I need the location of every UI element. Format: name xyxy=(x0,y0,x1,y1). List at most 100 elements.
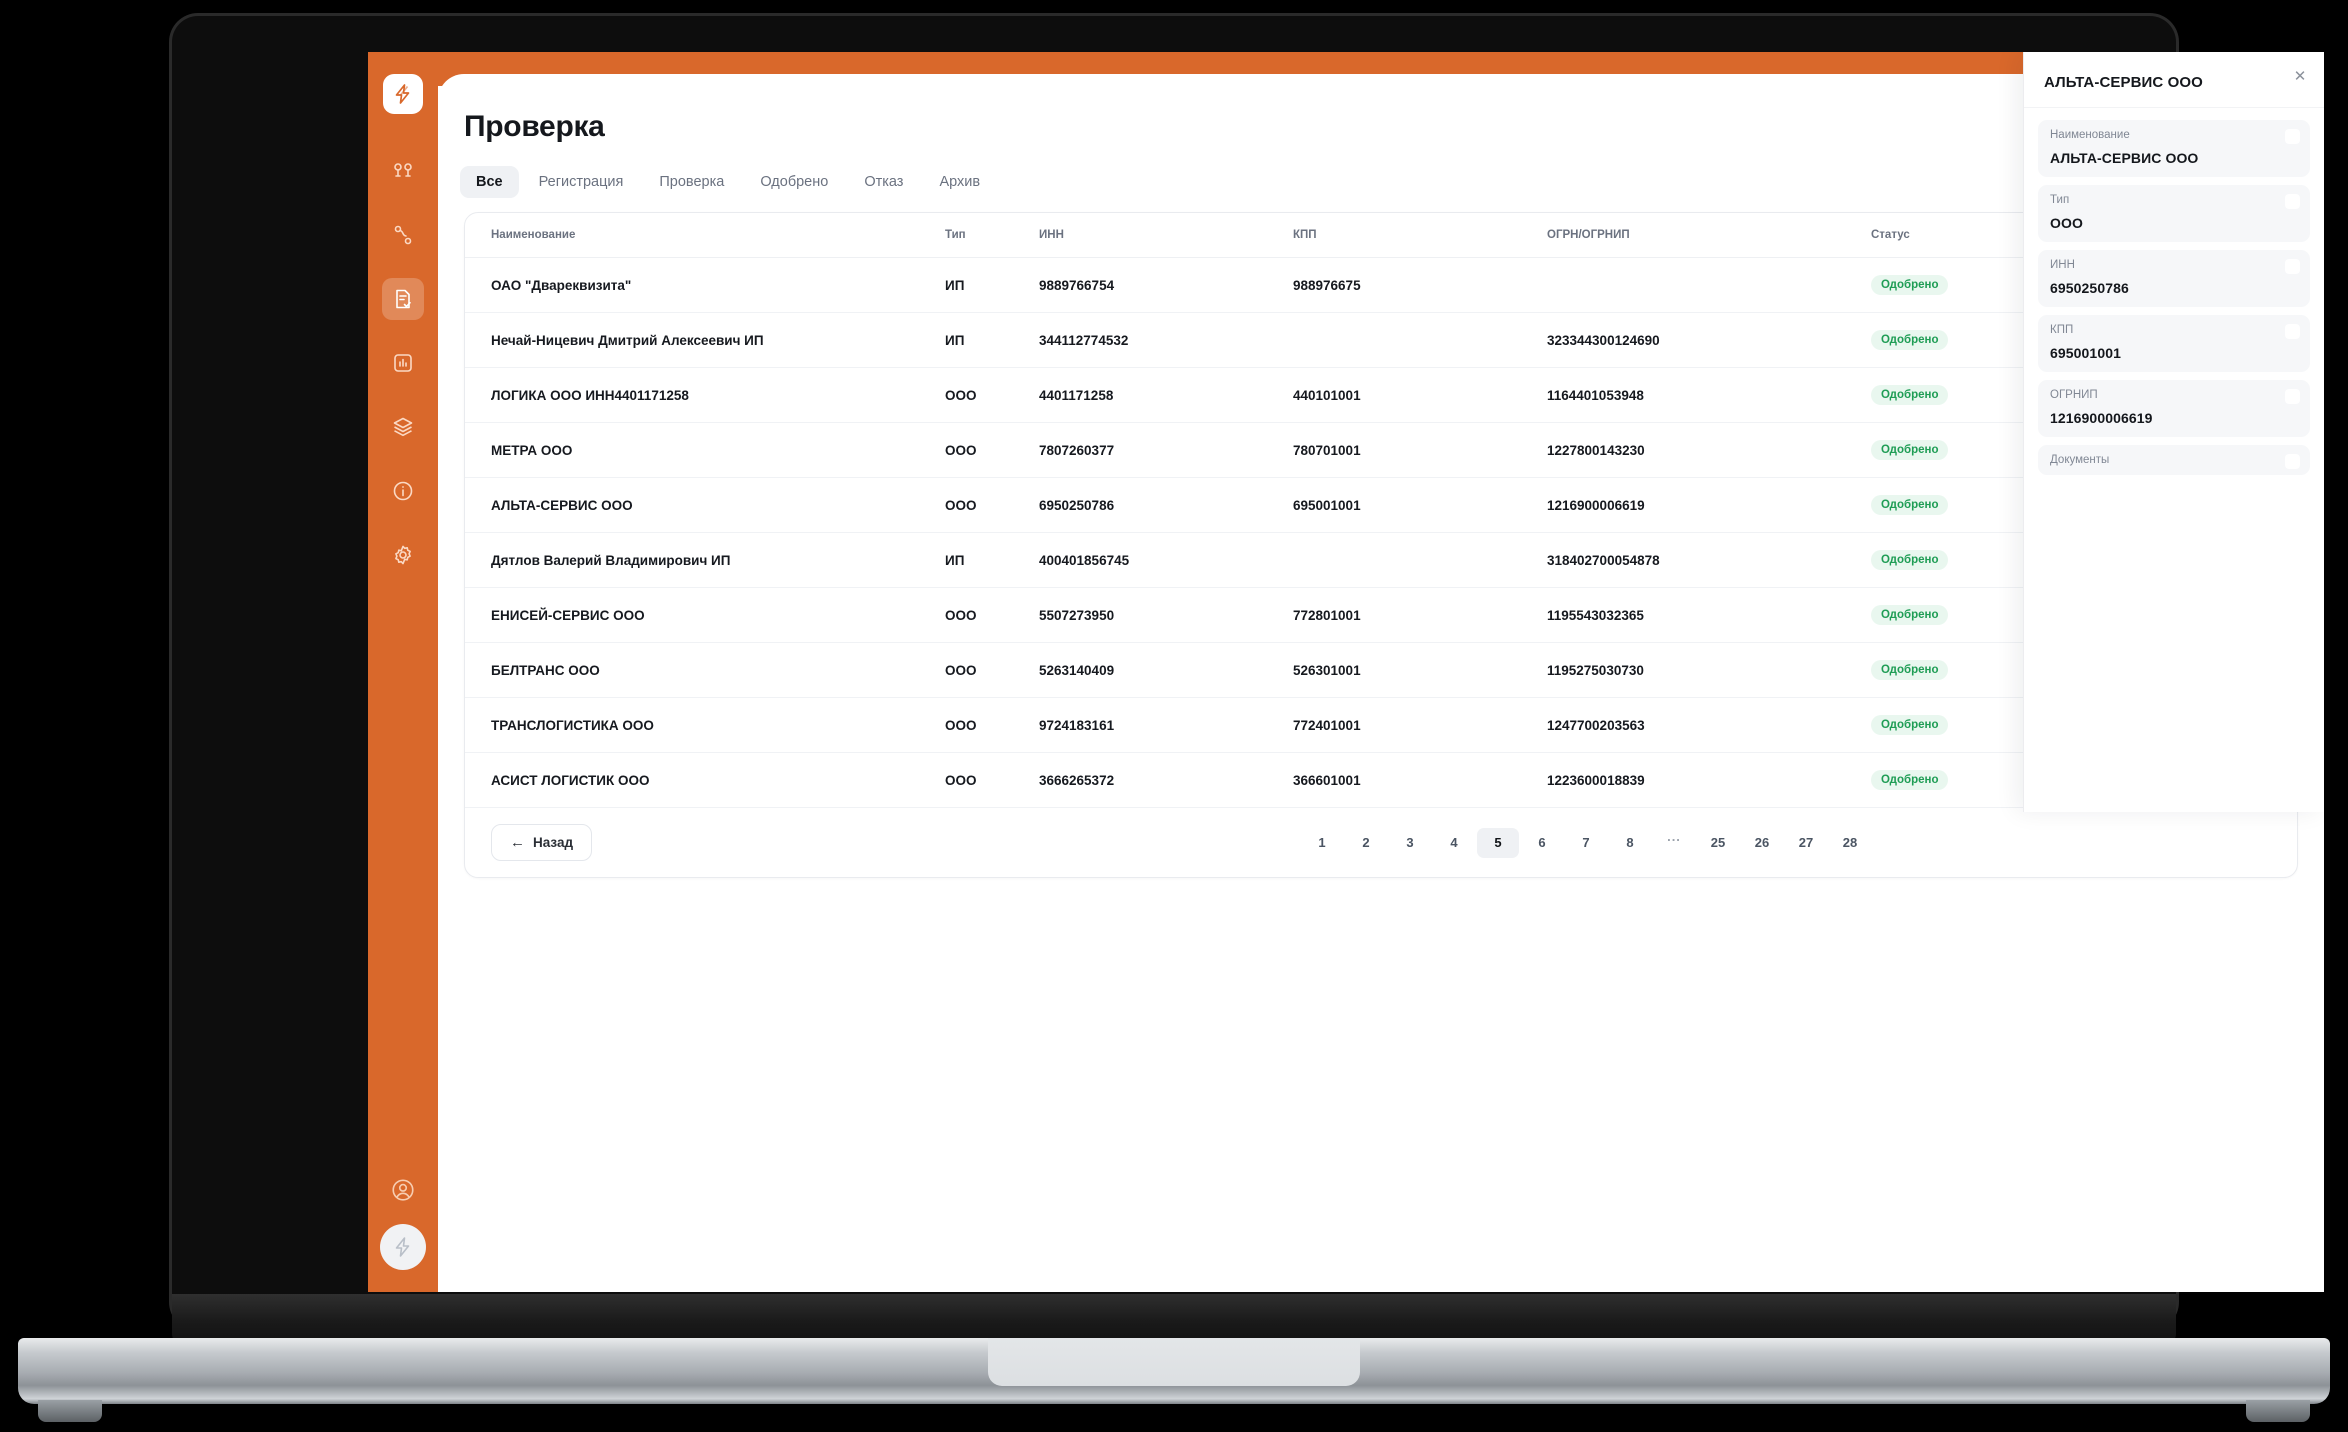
cell-type: ИП xyxy=(933,257,1027,313)
cell-ogrn: 1164401053948 xyxy=(1535,367,1859,423)
tab-rejected[interactable]: Отказ xyxy=(864,174,904,190)
sidebar-bottom xyxy=(380,1170,426,1270)
footer-logo-badge[interactable] xyxy=(380,1224,426,1270)
copy-icon[interactable] xyxy=(2285,454,2300,469)
detail-panel-body: Наименование АЛЬТА-СЕРВИС ООО Тип ООО ИНН 695… xyxy=(2024,108,2324,487)
filter-tabs: Все Регистрация Проверка Одобрено Отказ … xyxy=(460,166,2324,198)
detail-panel-title: АЛЬТА-СЕРВИС ООО xyxy=(2044,74,2203,91)
table-row[interactable]: Нечай-Ницевич Дмитрий Алексеевич ИП ИП 344… xyxy=(465,312,2297,368)
cell-inn: 5263140409 xyxy=(1027,642,1281,698)
cell-kpp: 772801001 xyxy=(1281,587,1535,643)
page-number-1[interactable]: 1 xyxy=(1318,835,1326,850)
column-header-status[interactable]: Статус xyxy=(1859,213,2013,258)
detail-field-label: ИНН xyxy=(2050,259,2075,271)
back-button-label: Назад xyxy=(533,835,574,850)
cell-name: АСИСТ ЛОГИСТИК ООО xyxy=(465,752,933,808)
page-number-4[interactable]: 4 xyxy=(1450,835,1458,850)
user-avatar-icon[interactable] xyxy=(383,1170,423,1210)
tab-approved[interactable]: Одобрено xyxy=(760,174,829,190)
sidebar-item-info[interactable] xyxy=(382,470,424,512)
page-number-3[interactable]: 3 xyxy=(1406,835,1414,850)
sidebar-item-route[interactable] xyxy=(382,214,424,256)
cell-status: Одобрено xyxy=(1859,312,2013,368)
page-number-27[interactable]: 27 xyxy=(1798,835,1814,850)
application-window: Проверка Все Регистрация Проверка Одобре… xyxy=(368,52,2324,1292)
cell-type: ООО xyxy=(933,587,1027,643)
detail-field: Тип ООО xyxy=(2038,185,2310,242)
column-header-ogrn[interactable]: ОГРН/ОГРНИП xyxy=(1535,213,1859,258)
cell-type: ООО xyxy=(933,697,1027,753)
cell-ogrn: 318402700054878 xyxy=(1535,532,1859,588)
cell-inn: 9724183161 xyxy=(1027,697,1281,753)
sidebar-item-layers[interactable] xyxy=(382,406,424,448)
page-number-28[interactable]: 28 xyxy=(1842,835,1858,850)
tab-verification[interactable]: Проверка xyxy=(659,174,725,190)
page-number-26[interactable]: 26 xyxy=(1754,835,1770,850)
laptop-screen: Проверка Все Регистрация Проверка Одобре… xyxy=(368,52,2324,1292)
copy-icon[interactable] xyxy=(2285,259,2300,274)
laptop-lid: Проверка Все Регистрация Проверка Одобре… xyxy=(172,16,2324,1328)
column-header-name[interactable]: Наименование xyxy=(465,213,933,258)
copy-icon[interactable] xyxy=(2285,194,2300,209)
detail-field-label: Наименование xyxy=(2050,129,2130,141)
cell-ogrn: 323344300124690 xyxy=(1535,312,1859,368)
page-number-2[interactable]: 2 xyxy=(1362,835,1370,850)
cell-status: Одобрено xyxy=(1859,367,2013,423)
cell-name: БЕЛТРАНС ООО xyxy=(465,642,933,698)
cell-status: Одобрено xyxy=(1859,532,2013,588)
sidebar-item-reports[interactable] xyxy=(382,342,424,384)
cell-kpp: 366601001 xyxy=(1281,752,1535,808)
cell-name: ЛОГИКА ООО ИНН4401171258 xyxy=(465,367,933,423)
cell-name: ЕНИСЕЙ-СЕРВИС ООО xyxy=(465,587,933,643)
status-badge: Одобрено xyxy=(1871,605,1949,625)
page-number-5[interactable]: 5 xyxy=(1477,827,1519,858)
back-button[interactable]: ← Назад xyxy=(491,824,593,861)
detail-field-label: Документы xyxy=(2050,454,2110,466)
sidebar-item-settings[interactable] xyxy=(382,534,424,576)
arrow-left-icon: ← xyxy=(510,834,525,851)
detail-field-value: ООО xyxy=(2050,215,2083,231)
cell-ogrn: 1223600018839 xyxy=(1535,752,1859,808)
cell-inn: 7807260377 xyxy=(1027,422,1281,478)
detail-field-label: ОГРНИП xyxy=(2050,389,2098,401)
cell-type: ООО xyxy=(933,422,1027,478)
pagination-bar: ← Назад 1 2 3 4 5 6 7 8... 25 26 27 28 xyxy=(465,808,2297,877)
copy-icon[interactable] xyxy=(2285,324,2300,339)
cell-status: Одобрено xyxy=(1859,642,2013,698)
column-header-type[interactable]: Тип xyxy=(933,213,1027,258)
cell-ogrn: 1195275030730 xyxy=(1535,642,1859,698)
cell-kpp: 780701001 xyxy=(1281,422,1535,478)
page-title: Проверка xyxy=(464,110,605,143)
cell-name: ОАО "Двареквизита" xyxy=(465,257,933,313)
cell-name: Дятлов Валерий Владимирович ИП xyxy=(465,532,933,588)
app-logo[interactable] xyxy=(383,74,423,114)
tab-registration[interactable]: Регистрация xyxy=(538,174,624,190)
close-icon[interactable]: ✕ xyxy=(2293,68,2307,85)
tab-archive[interactable]: Архив xyxy=(939,174,981,190)
cell-inn: 6950250786 xyxy=(1027,477,1281,533)
detail-panel: АЛЬТА-СЕРВИС ООО ✕ Наименование АЛЬТА-СЕР… xyxy=(2023,52,2324,812)
cell-name: МЕТРА ООО xyxy=(465,422,933,478)
page-number-7[interactable]: 7 xyxy=(1582,835,1590,850)
detail-field-value: 1216900006619 xyxy=(2050,410,2153,426)
page-number-25[interactable]: 25 xyxy=(1710,835,1726,850)
column-header-inn[interactable]: ИНН xyxy=(1027,213,1281,258)
detail-field-label: КПП xyxy=(2050,324,2074,336)
page-number-8[interactable]: 8 xyxy=(1626,835,1634,850)
copy-icon[interactable] xyxy=(2285,129,2300,144)
copy-icon[interactable] xyxy=(2285,389,2300,404)
column-header-kpp[interactable]: КПП xyxy=(1281,213,1535,258)
tab-all[interactable]: Все xyxy=(460,166,519,198)
page-number-6[interactable]: 6 xyxy=(1538,835,1546,850)
cell-kpp: 440101001 xyxy=(1281,367,1535,423)
laptop-hinge xyxy=(172,1294,2176,1344)
cell-status: Одобрено xyxy=(1859,422,2013,478)
cell-inn: 4401171258 xyxy=(1027,367,1281,423)
cell-status: Одобрено xyxy=(1859,477,2013,533)
sidebar-item-scales[interactable] xyxy=(382,150,424,192)
status-badge: Одобрено xyxy=(1871,660,1949,680)
cell-name: Нечай-Ницевич Дмитрий Алексеевич ИП xyxy=(465,312,933,368)
status-badge: Одобрено xyxy=(1871,550,1949,570)
sidebar-item-verification[interactable] xyxy=(382,278,424,320)
detail-field-value: АЛЬТА-СЕРВИС ООО xyxy=(2050,150,2199,166)
